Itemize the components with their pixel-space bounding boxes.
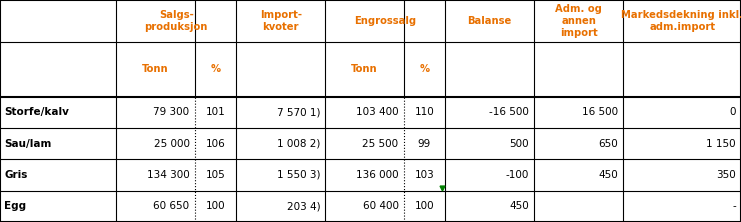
Text: Import-
kvoter: Import- kvoter: [260, 10, 302, 32]
Text: Balanse: Balanse: [468, 16, 512, 26]
Text: -100: -100: [505, 170, 529, 180]
Text: %: %: [419, 64, 430, 74]
Text: 350: 350: [716, 170, 736, 180]
Text: Salgs-
produksjon: Salgs- produksjon: [144, 10, 208, 32]
Text: 203 4): 203 4): [287, 201, 320, 211]
Text: 106: 106: [205, 139, 225, 149]
Text: 100: 100: [414, 201, 434, 211]
Text: 450: 450: [509, 201, 529, 211]
Text: 1 150: 1 150: [706, 139, 736, 149]
Text: %: %: [210, 64, 221, 74]
Text: Gris: Gris: [4, 170, 28, 180]
Text: 136 000: 136 000: [356, 170, 399, 180]
Text: 103 400: 103 400: [356, 107, 399, 117]
Text: 79 300: 79 300: [153, 107, 190, 117]
Text: 450: 450: [599, 170, 618, 180]
Text: 105: 105: [205, 170, 225, 180]
Text: Storfe/kalv: Storfe/kalv: [4, 107, 70, 117]
Text: 1 550 3): 1 550 3): [276, 170, 320, 180]
Text: 650: 650: [599, 139, 618, 149]
Text: -16 500: -16 500: [489, 107, 529, 117]
Text: 134 300: 134 300: [147, 170, 190, 180]
Text: 60 650: 60 650: [153, 201, 190, 211]
Text: Markedsdekning inkl.
adm.import: Markedsdekning inkl. adm.import: [621, 10, 741, 32]
Text: 60 400: 60 400: [362, 201, 399, 211]
Text: Adm. og
annen
import: Adm. og annen import: [556, 4, 602, 38]
Text: 16 500: 16 500: [582, 107, 618, 117]
Text: 103: 103: [414, 170, 434, 180]
Text: -: -: [732, 201, 736, 211]
Text: 99: 99: [418, 139, 431, 149]
Text: 500: 500: [510, 139, 529, 149]
Text: 7 570 1): 7 570 1): [276, 107, 320, 117]
Text: Egg: Egg: [4, 201, 27, 211]
Text: 0: 0: [729, 107, 736, 117]
Text: 101: 101: [205, 107, 225, 117]
Text: 25 000: 25 000: [153, 139, 190, 149]
Text: Tonn: Tonn: [142, 64, 169, 74]
Text: 1 008 2): 1 008 2): [277, 139, 320, 149]
Text: Sau/lam: Sau/lam: [4, 139, 52, 149]
Text: 25 500: 25 500: [362, 139, 399, 149]
Text: Engrossalg: Engrossalg: [354, 16, 416, 26]
Text: 110: 110: [414, 107, 434, 117]
Text: Tonn: Tonn: [351, 64, 378, 74]
Text: 100: 100: [206, 201, 225, 211]
